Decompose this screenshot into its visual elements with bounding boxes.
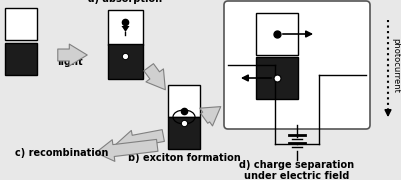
Bar (168, 117, 200, 149)
Polygon shape (121, 26, 129, 32)
Text: d) charge separation: d) charge separation (239, 160, 354, 170)
Bar (5, 43, 37, 75)
Text: c) recombination: c) recombination (15, 148, 108, 158)
Bar (168, 85, 200, 117)
Text: a) absorption: a) absorption (88, 0, 162, 4)
FancyBboxPatch shape (223, 1, 369, 129)
Text: light: light (57, 57, 83, 67)
Bar (108, 44, 143, 79)
Text: b) exciton formation: b) exciton formation (127, 153, 240, 163)
Bar (5, 8, 37, 40)
Bar (108, 10, 143, 45)
Text: photocurrent: photocurrent (390, 38, 399, 93)
Bar (255, 57, 297, 99)
Bar (255, 13, 297, 55)
Text: under electric field: under electric field (244, 171, 349, 180)
